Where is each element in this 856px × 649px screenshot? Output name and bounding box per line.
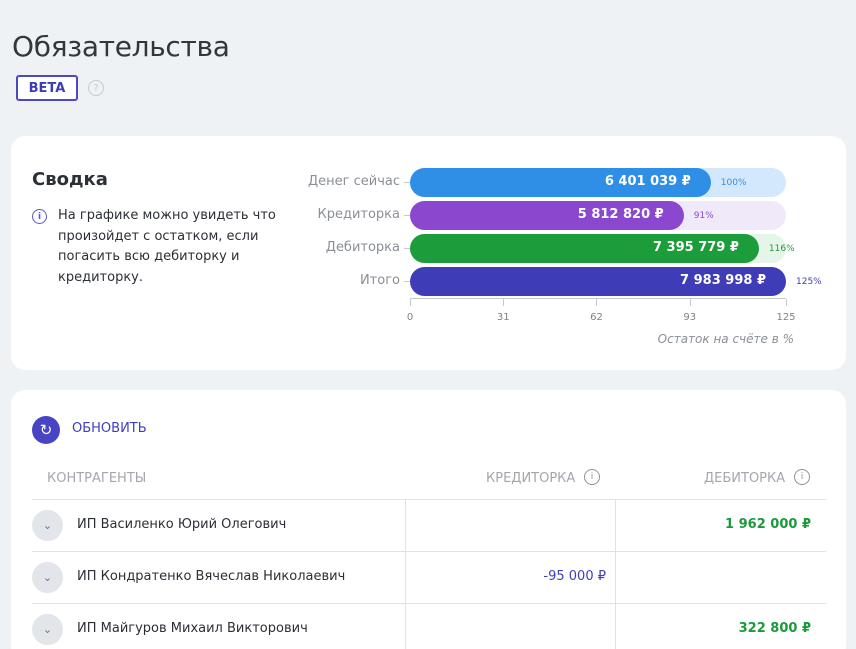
debit-value: 1 962 000 ₽ bbox=[725, 517, 811, 532]
refresh-icon[interactable]: ↻ bbox=[32, 416, 60, 444]
chevron-down-icon[interactable]: ⌄ bbox=[32, 510, 63, 541]
category-tick bbox=[404, 215, 410, 216]
summary-title: Сводка bbox=[32, 169, 108, 190]
bar-value-label: 6 401 039 ₽ bbox=[604, 174, 691, 189]
bar bbox=[410, 201, 684, 230]
bar-category-label: Итого bbox=[359, 273, 400, 288]
counterparty-name: ИП Кондратенко Вячеслав Николаевич bbox=[77, 569, 346, 584]
summary-description: На графике можно увидеть что произойдет … bbox=[58, 208, 276, 285]
row-divider bbox=[32, 603, 826, 604]
table-row[interactable]: ⌄ ИП Кондратенко Вячеслав Николаевич -95… bbox=[32, 552, 826, 604]
column-divider bbox=[405, 499, 406, 649]
header-divider bbox=[32, 499, 826, 500]
bar-value-label: 5 812 820 ₽ bbox=[577, 207, 664, 222]
credit-info-icon[interactable]: i bbox=[584, 469, 600, 485]
bar bbox=[410, 168, 711, 197]
info-icon: i bbox=[32, 209, 47, 224]
bar-category-label: Кредиторка bbox=[317, 207, 400, 222]
debit-info-icon[interactable]: i bbox=[794, 469, 810, 485]
bar-category-label: Денег сейчас bbox=[307, 174, 400, 189]
x-tick-label: 125 bbox=[776, 312, 796, 323]
x-axis-line bbox=[410, 298, 786, 299]
x-axis-tick bbox=[596, 299, 598, 306]
x-axis-label: Остаток на счёте в % bbox=[657, 332, 794, 346]
summary-card: Сводка i На графике можно увидеть что пр… bbox=[11, 136, 846, 370]
row-divider bbox=[32, 551, 826, 552]
bar-category-label: Дебиторка bbox=[325, 240, 400, 255]
x-axis-tick bbox=[689, 299, 691, 306]
bar-percent-label: 100% bbox=[720, 178, 747, 188]
beta-badge: BETA bbox=[16, 75, 78, 101]
bar bbox=[410, 234, 759, 263]
x-axis-tick bbox=[410, 299, 411, 306]
credit-value: -95 000 ₽ bbox=[543, 569, 606, 584]
chevron-down-icon[interactable]: ⌄ bbox=[32, 614, 63, 645]
page-title: Обязательства bbox=[12, 30, 230, 63]
debit-value: 322 800 ₽ bbox=[738, 621, 811, 636]
bar-value-label: 7 395 779 ₽ bbox=[652, 240, 739, 255]
counterparty-name: ИП Майгуров Михаил Викторович bbox=[77, 621, 308, 636]
bar-percent-label: 116% bbox=[768, 244, 795, 254]
bar-percent-label: 125% bbox=[796, 277, 822, 287]
refresh-button[interactable]: ОБНОВИТЬ bbox=[72, 421, 147, 436]
table-row[interactable]: ⌄ ИП Василенко Юрий Олегович 1 962 000 ₽ bbox=[32, 500, 826, 552]
column-divider bbox=[615, 499, 616, 649]
category-tick bbox=[404, 182, 410, 183]
category-tick bbox=[404, 281, 410, 282]
x-tick-label: 62 bbox=[590, 312, 603, 323]
balance-chart: Остаток на счёте в % Денег сейчас 6 401 0… bbox=[11, 136, 846, 370]
chevron-down-icon[interactable]: ⌄ bbox=[32, 562, 63, 593]
column-header-counterparty: КОНТРАГЕНТЫ bbox=[47, 471, 147, 486]
bar-value-label: 7 983 998 ₽ bbox=[680, 273, 766, 288]
x-tick-label: 0 bbox=[406, 312, 414, 323]
column-header-debit[interactable]: ДЕБИТОРКА bbox=[704, 471, 786, 486]
bar-percent-label: 91% bbox=[693, 211, 714, 221]
question-circle-icon[interactable]: ? bbox=[88, 80, 104, 96]
x-tick-label: 31 bbox=[496, 312, 510, 323]
counterparty-name: ИП Василенко Юрий Олегович bbox=[77, 517, 287, 532]
category-tick bbox=[404, 248, 410, 249]
x-axis-tick bbox=[503, 299, 505, 306]
counterparty-list-card: ↻ ОБНОВИТЬ КОНТРАГЕНТЫ КРЕДИТОРКА i ДЕБИ… bbox=[11, 390, 846, 649]
table-row[interactable]: ⌄ ИП Майгуров Михаил Викторович 322 800 … bbox=[32, 604, 826, 649]
bar bbox=[410, 267, 786, 296]
x-tick-label: 93 bbox=[683, 312, 697, 323]
column-header-credit[interactable]: КРЕДИТОРКА bbox=[486, 471, 576, 486]
x-axis-tick bbox=[786, 299, 787, 306]
